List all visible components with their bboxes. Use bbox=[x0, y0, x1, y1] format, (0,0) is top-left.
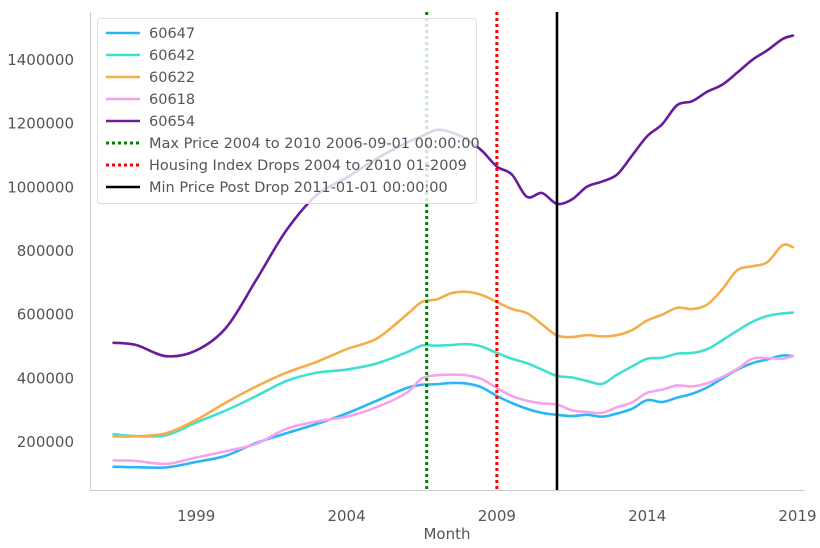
y-tick-label: 400000 bbox=[17, 369, 74, 387]
y-tick-label: 200000 bbox=[17, 433, 74, 451]
legend: 60647 60642 60622 60618 60654 Max Price 2004 … bbox=[97, 18, 480, 204]
series-line-60654 bbox=[112, 34, 795, 358]
legend-label: 60642 bbox=[149, 48, 195, 64]
legend-label: 60622 bbox=[149, 70, 195, 86]
x-tick-label: 2004 bbox=[327, 507, 365, 525]
y-tick-label: 1200000 bbox=[7, 115, 74, 133]
tick-labels: 1999 2004 2009 2014 2019 200000 400000 600000 80… bbox=[7, 51, 816, 525]
y-tick-label: 1000000 bbox=[7, 178, 74, 196]
series-line-60622 bbox=[112, 243, 795, 438]
x-axis-title: Month bbox=[423, 525, 470, 543]
x-tick-label: 2009 bbox=[478, 507, 516, 525]
y-tick-label: 1400000 bbox=[7, 51, 74, 69]
axes bbox=[90, 12, 805, 491]
series-line-60618 bbox=[112, 354, 795, 466]
y-tick-label: 600000 bbox=[17, 306, 74, 324]
series-line-60642 bbox=[112, 311, 795, 438]
legend-label: 60647 bbox=[149, 26, 195, 42]
x-tick-label: 1999 bbox=[177, 507, 215, 525]
legend-label: Max Price 2004 to 2010 2006-09-01 00:00:… bbox=[149, 136, 480, 152]
legend-label: Min Price Post Drop 2011-01-01 00:00:00 bbox=[149, 180, 448, 196]
legend-frame bbox=[97, 18, 477, 204]
x-tick-label: 2019 bbox=[778, 507, 816, 525]
legend-label: 60618 bbox=[149, 92, 195, 108]
legend-label: Housing Index Drops 2004 to 2010 01-2009 bbox=[149, 158, 467, 174]
x-tick-label: 2014 bbox=[628, 507, 666, 525]
legend-label: 60654 bbox=[149, 114, 195, 130]
series-line-60647 bbox=[112, 354, 795, 470]
y-tick-label: 800000 bbox=[17, 242, 74, 260]
